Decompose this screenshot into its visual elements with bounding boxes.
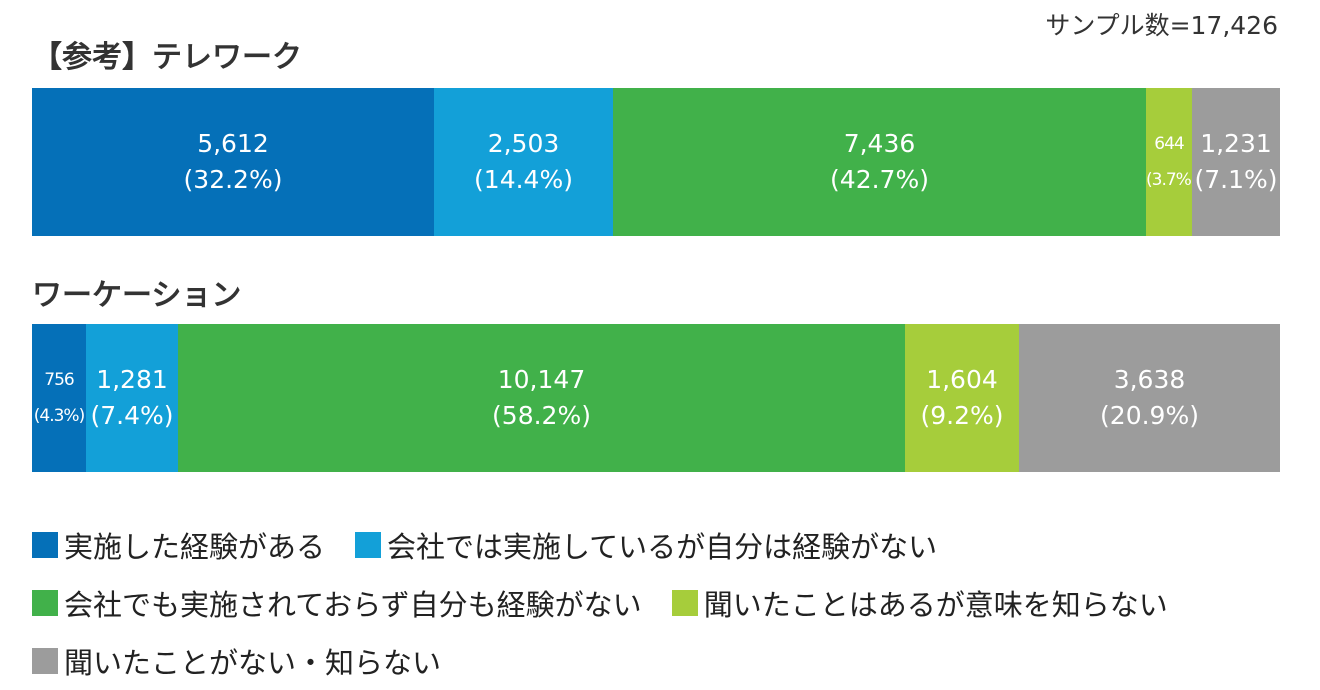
segment-data-label: 1,604 (9.2%) bbox=[905, 362, 1019, 434]
legend-item-heard-only: 聞いたことはあるが意味を知らない bbox=[671, 582, 1168, 624]
legend-label: 会社では実施しているが自分は経験がない bbox=[387, 530, 938, 564]
legend-swatch bbox=[355, 532, 382, 558]
segment-data-label: 5,612 (32.2%) bbox=[32, 126, 434, 198]
bar-segment-none: 10,147 (58.2%) bbox=[178, 324, 905, 472]
segment-percent-label: (3.7%) bbox=[1146, 170, 1192, 190]
bar-segment-heard-only: 644 (3.7%) bbox=[1146, 88, 1192, 236]
legend-item-experienced: 実施した経験がある bbox=[32, 524, 325, 566]
segment-percent-label: (7.4%) bbox=[90, 401, 174, 430]
segment-value-label: 10,147 bbox=[497, 365, 586, 394]
segment-percent-label: (42.7%) bbox=[830, 165, 929, 194]
segment-value-label: 5,612 bbox=[197, 129, 269, 158]
legend-label: 聞いたことがない・知らない bbox=[64, 646, 442, 680]
segment-value-label: 2,503 bbox=[487, 129, 560, 158]
sample-size-label: サンプル数=17,426 bbox=[1045, 11, 1278, 40]
segment-percent-label: (14.4%) bbox=[474, 165, 573, 194]
segment-value-label: 3,638 bbox=[1113, 365, 1186, 394]
workation-stacked-bar: 756 (4.3%) 1,281 (7.4%) 10,147 (58.2%) 1,604 (9… bbox=[32, 324, 1280, 472]
segment-value-label: 644 bbox=[1154, 134, 1184, 154]
segment-percent-label: (4.3%) bbox=[33, 406, 85, 426]
bar-segment-none: 7,436 (42.7%) bbox=[613, 88, 1146, 236]
segment-percent-label: (58.2%) bbox=[492, 401, 591, 430]
legend-swatch bbox=[32, 532, 58, 558]
legend-label: 会社でも実施されておらず自分も経験がない bbox=[64, 588, 642, 622]
workation-row-title: ワーケーション bbox=[32, 278, 242, 313]
legend-swatch bbox=[671, 590, 698, 616]
bar-segment-unknown: 1,231 (7.1%) bbox=[1192, 88, 1280, 236]
legend-row: 聞いたことがない・知らない bbox=[32, 632, 1312, 690]
telework-stacked-bar: 5,612 (32.2%) 2,503 (14.4%) 7,436 (42.7%) 644 (… bbox=[32, 88, 1280, 236]
segment-value-label: 1,231 bbox=[1200, 129, 1272, 158]
segment-data-label: 3,638 (20.9%) bbox=[1019, 362, 1280, 434]
legend-swatch bbox=[32, 590, 58, 616]
segment-value-label: 1,281 bbox=[96, 365, 168, 394]
segment-percent-label: (20.9%) bbox=[1100, 401, 1199, 430]
bar-segment-company-only: 1,281 (7.4%) bbox=[86, 324, 178, 472]
legend-row: 実施した経験がある 会社では実施しているが自分は経験がない bbox=[32, 516, 1312, 574]
segment-data-label: 2,503 (14.4%) bbox=[434, 126, 613, 198]
segment-data-label: 644 (3.7%) bbox=[1146, 126, 1192, 198]
segment-data-label: 1,281 (7.4%) bbox=[86, 362, 178, 434]
chart-legend: 実施した経験がある 会社では実施しているが自分は経験がない 会社でも実施されてお… bbox=[32, 516, 1312, 690]
legend-label: 聞いたことはあるが意味を知らない bbox=[703, 588, 1168, 622]
bar-segment-experienced: 5,612 (32.2%) bbox=[32, 88, 434, 236]
bar-segment-unknown: 3,638 (20.9%) bbox=[1019, 324, 1280, 472]
legend-label: 実施した経験がある bbox=[64, 530, 326, 564]
segment-data-label: 1,231 (7.1%) bbox=[1192, 126, 1280, 198]
segment-percent-label: (9.2%) bbox=[920, 401, 1004, 430]
legend-swatch bbox=[32, 648, 58, 674]
segment-value-label: 756 bbox=[44, 370, 74, 390]
bar-segment-heard-only: 1,604 (9.2%) bbox=[905, 324, 1019, 472]
legend-item-unknown: 聞いたことがない・知らない bbox=[32, 640, 441, 682]
segment-value-label: 1,604 bbox=[926, 365, 998, 394]
segment-percent-label: (32.2%) bbox=[183, 165, 283, 194]
legend-item-company-only: 会社では実施しているが自分は経験がない bbox=[355, 524, 937, 566]
legend-item-none: 会社でも実施されておらず自分も経験がない bbox=[32, 582, 642, 624]
segment-value-label: 7,436 bbox=[843, 129, 916, 158]
bar-segment-company-only: 2,503 (14.4%) bbox=[434, 88, 613, 236]
telework-row-title: 【参考】テレワーク bbox=[32, 40, 302, 75]
segment-percent-label: (7.1%) bbox=[1194, 165, 1278, 194]
segment-data-label: 7,436 (42.7%) bbox=[613, 126, 1146, 198]
bar-segment-experienced: 756 (4.3%) bbox=[32, 324, 86, 472]
legend-row: 会社でも実施されておらず自分も経験がない 聞いたことはあるが意味を知らない bbox=[32, 574, 1312, 632]
segment-data-label: 10,147 (58.2%) bbox=[178, 362, 905, 434]
segment-data-label: 756 (4.3%) bbox=[32, 362, 86, 434]
